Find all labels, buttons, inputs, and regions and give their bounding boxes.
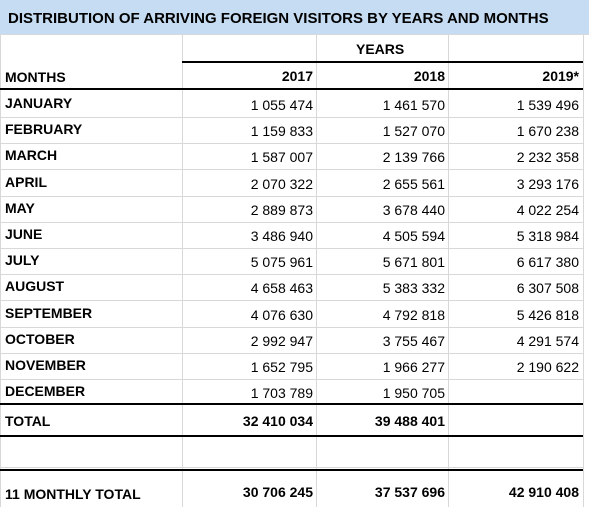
month-label: NOVEMBER <box>5 357 86 373</box>
grid-line <box>0 143 583 145</box>
month-label: MARCH <box>5 147 58 164</box>
month-label: JANUARY <box>5 95 73 111</box>
total-rule <box>0 403 583 405</box>
grid-line <box>448 34 449 507</box>
value-cell: 2 655 561 <box>382 175 445 192</box>
value-cell: 1 670 238 <box>516 123 579 140</box>
column-header: 2019* <box>542 68 579 84</box>
value-cell: 1 461 570 <box>382 97 445 113</box>
monthly-total-cell: 37 537 696 <box>374 484 445 500</box>
value-cell: 3 755 467 <box>382 332 445 349</box>
value-cell: 1 539 496 <box>516 97 579 113</box>
month-label: JULY <box>5 252 40 269</box>
month-label: FEBRUARY <box>5 121 83 138</box>
value-cell: 5 383 332 <box>382 280 445 297</box>
value-cell: 1 966 277 <box>382 359 445 375</box>
grid-line <box>0 169 583 171</box>
month-label: MAY <box>5 199 35 216</box>
group-header: YEARS <box>356 41 405 57</box>
value-cell: 1 950 705 <box>382 385 445 402</box>
value-cell: 1 159 833 <box>250 123 313 140</box>
grid-line <box>0 467 583 468</box>
value-cell: 4 658 463 <box>250 280 313 297</box>
total-label: TOTAL <box>5 413 51 429</box>
grid-line <box>0 248 583 249</box>
grid-line <box>0 195 583 197</box>
column-header: 2018 <box>413 68 445 84</box>
grid-line <box>182 34 183 507</box>
value-cell: 2 992 947 <box>250 332 313 349</box>
row-label-header: MONTHS <box>5 69 66 85</box>
value-cell: 1 527 070 <box>382 123 445 140</box>
header-rule <box>182 61 583 63</box>
value-cell: 4 505 594 <box>382 228 445 244</box>
value-cell: 4 076 630 <box>250 306 313 323</box>
table-title: DISTRIBUTION OF ARRIVING FOREIGN VISITOR… <box>8 10 549 27</box>
monthly-total-cell: 30 706 245 <box>242 484 313 500</box>
value-cell: 4 291 574 <box>516 332 579 349</box>
grid-line <box>583 34 584 507</box>
grid-line <box>0 221 583 223</box>
month-label: AUGUST <box>5 278 65 295</box>
value-cell: 6 307 508 <box>516 280 579 297</box>
title-bar <box>0 0 589 34</box>
header-rule <box>0 88 583 90</box>
month-label: DECEMBER <box>5 383 86 400</box>
value-cell: 4 022 254 <box>516 201 579 218</box>
total-cell: 39 488 401 <box>374 413 445 429</box>
grid-line <box>0 379 583 380</box>
total-cell: 32 410 034 <box>242 413 313 429</box>
value-cell: 2 070 322 <box>250 175 313 192</box>
value-cell: 5 671 801 <box>382 254 445 271</box>
value-cell: 5 318 984 <box>516 228 579 244</box>
grid-line <box>0 274 583 276</box>
month-label: JUNE <box>5 226 43 242</box>
month-label: SEPTEMBER <box>5 304 93 321</box>
value-cell: 5 426 818 <box>516 306 579 323</box>
value-cell: 4 792 818 <box>382 306 445 323</box>
monthly-total-cell: 42 910 408 <box>508 484 579 500</box>
grid-line <box>0 34 589 35</box>
grid-line <box>0 300 583 302</box>
total-rule <box>0 435 583 437</box>
value-cell: 5 075 961 <box>250 254 313 271</box>
monthly-total-label: 11 MONTHLY TOTAL <box>5 486 141 502</box>
grid-line <box>0 117 583 118</box>
value-cell: 2 232 358 <box>516 149 579 166</box>
value-cell: 1 055 474 <box>250 97 313 113</box>
value-cell: 3 293 176 <box>516 175 579 192</box>
month-label: OCTOBER <box>5 330 75 347</box>
grid-line <box>316 34 317 507</box>
grid-line <box>0 34 1 507</box>
value-cell: 1 652 795 <box>250 359 313 375</box>
value-cell: 2 190 622 <box>516 359 579 375</box>
value-cell: 1 587 007 <box>250 149 313 166</box>
value-cell: 2 889 873 <box>250 201 313 218</box>
month-label: APRIL <box>5 173 47 190</box>
value-cell: 2 139 766 <box>382 149 445 166</box>
value-cell: 3 678 440 <box>382 201 445 218</box>
value-cell: 1 703 789 <box>250 385 313 402</box>
value-cell: 6 617 380 <box>516 254 579 271</box>
grid-line <box>0 352 583 354</box>
column-header: 2017 <box>281 68 313 84</box>
grid-line <box>0 326 583 328</box>
value-cell: 3 486 940 <box>250 228 313 244</box>
total-rule <box>0 469 583 471</box>
